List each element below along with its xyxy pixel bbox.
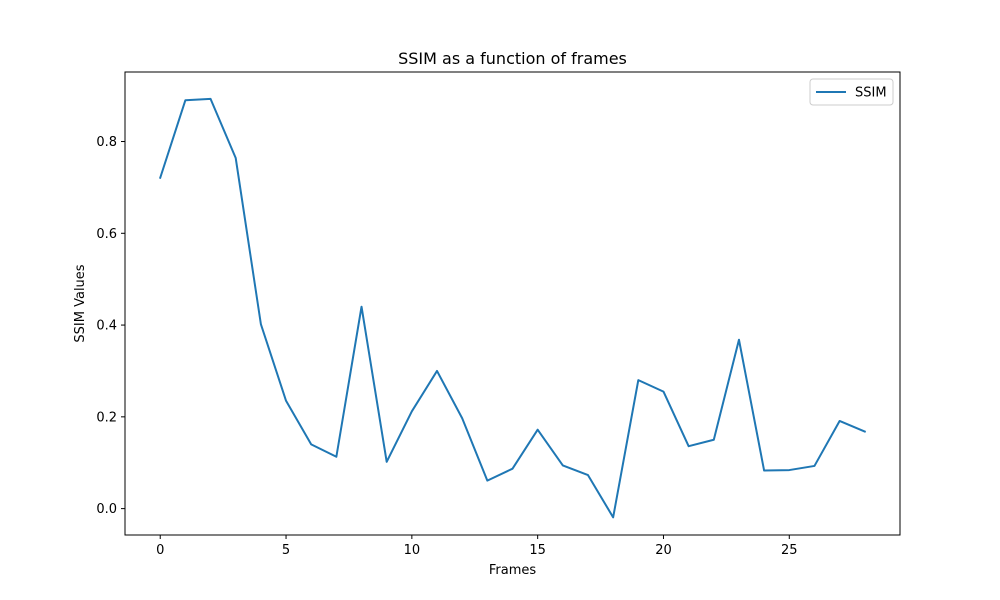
chart-title: SSIM as a function of frames — [398, 49, 627, 68]
x-tick-label: 15 — [529, 543, 546, 558]
x-axis-title: Frames — [489, 563, 537, 578]
x-tick-label: 5 — [282, 543, 290, 558]
legend-box — [809, 78, 894, 106]
legend-label: SSIM — [855, 86, 887, 101]
y-tick-label: 0.8 — [96, 135, 117, 150]
series-line-ssim — [158, 97, 867, 519]
x-axis-ticks: 0 5 10 15 20 25 — [156, 535, 798, 558]
y-axis-ticks: 0.0 0.2 0.4 0.6 0.8 — [96, 135, 125, 517]
y-tick-label: 0.6 — [96, 227, 117, 242]
plot-frame — [124, 71, 901, 536]
x-tick-label: 20 — [655, 543, 672, 558]
x-tick-label: 0 — [156, 543, 164, 558]
x-tick-label: 10 — [404, 543, 421, 558]
y-tick-label: 0.2 — [96, 410, 117, 425]
series-lines — [158, 97, 867, 519]
y-tick-label: 0.4 — [96, 319, 117, 334]
plot-area — [125, 72, 900, 535]
y-axis-title: SSIM Values — [73, 264, 88, 342]
legend: SSIM — [809, 78, 894, 106]
y-tick-label: 0.0 — [96, 502, 117, 517]
x-tick-label: 25 — [781, 543, 798, 558]
